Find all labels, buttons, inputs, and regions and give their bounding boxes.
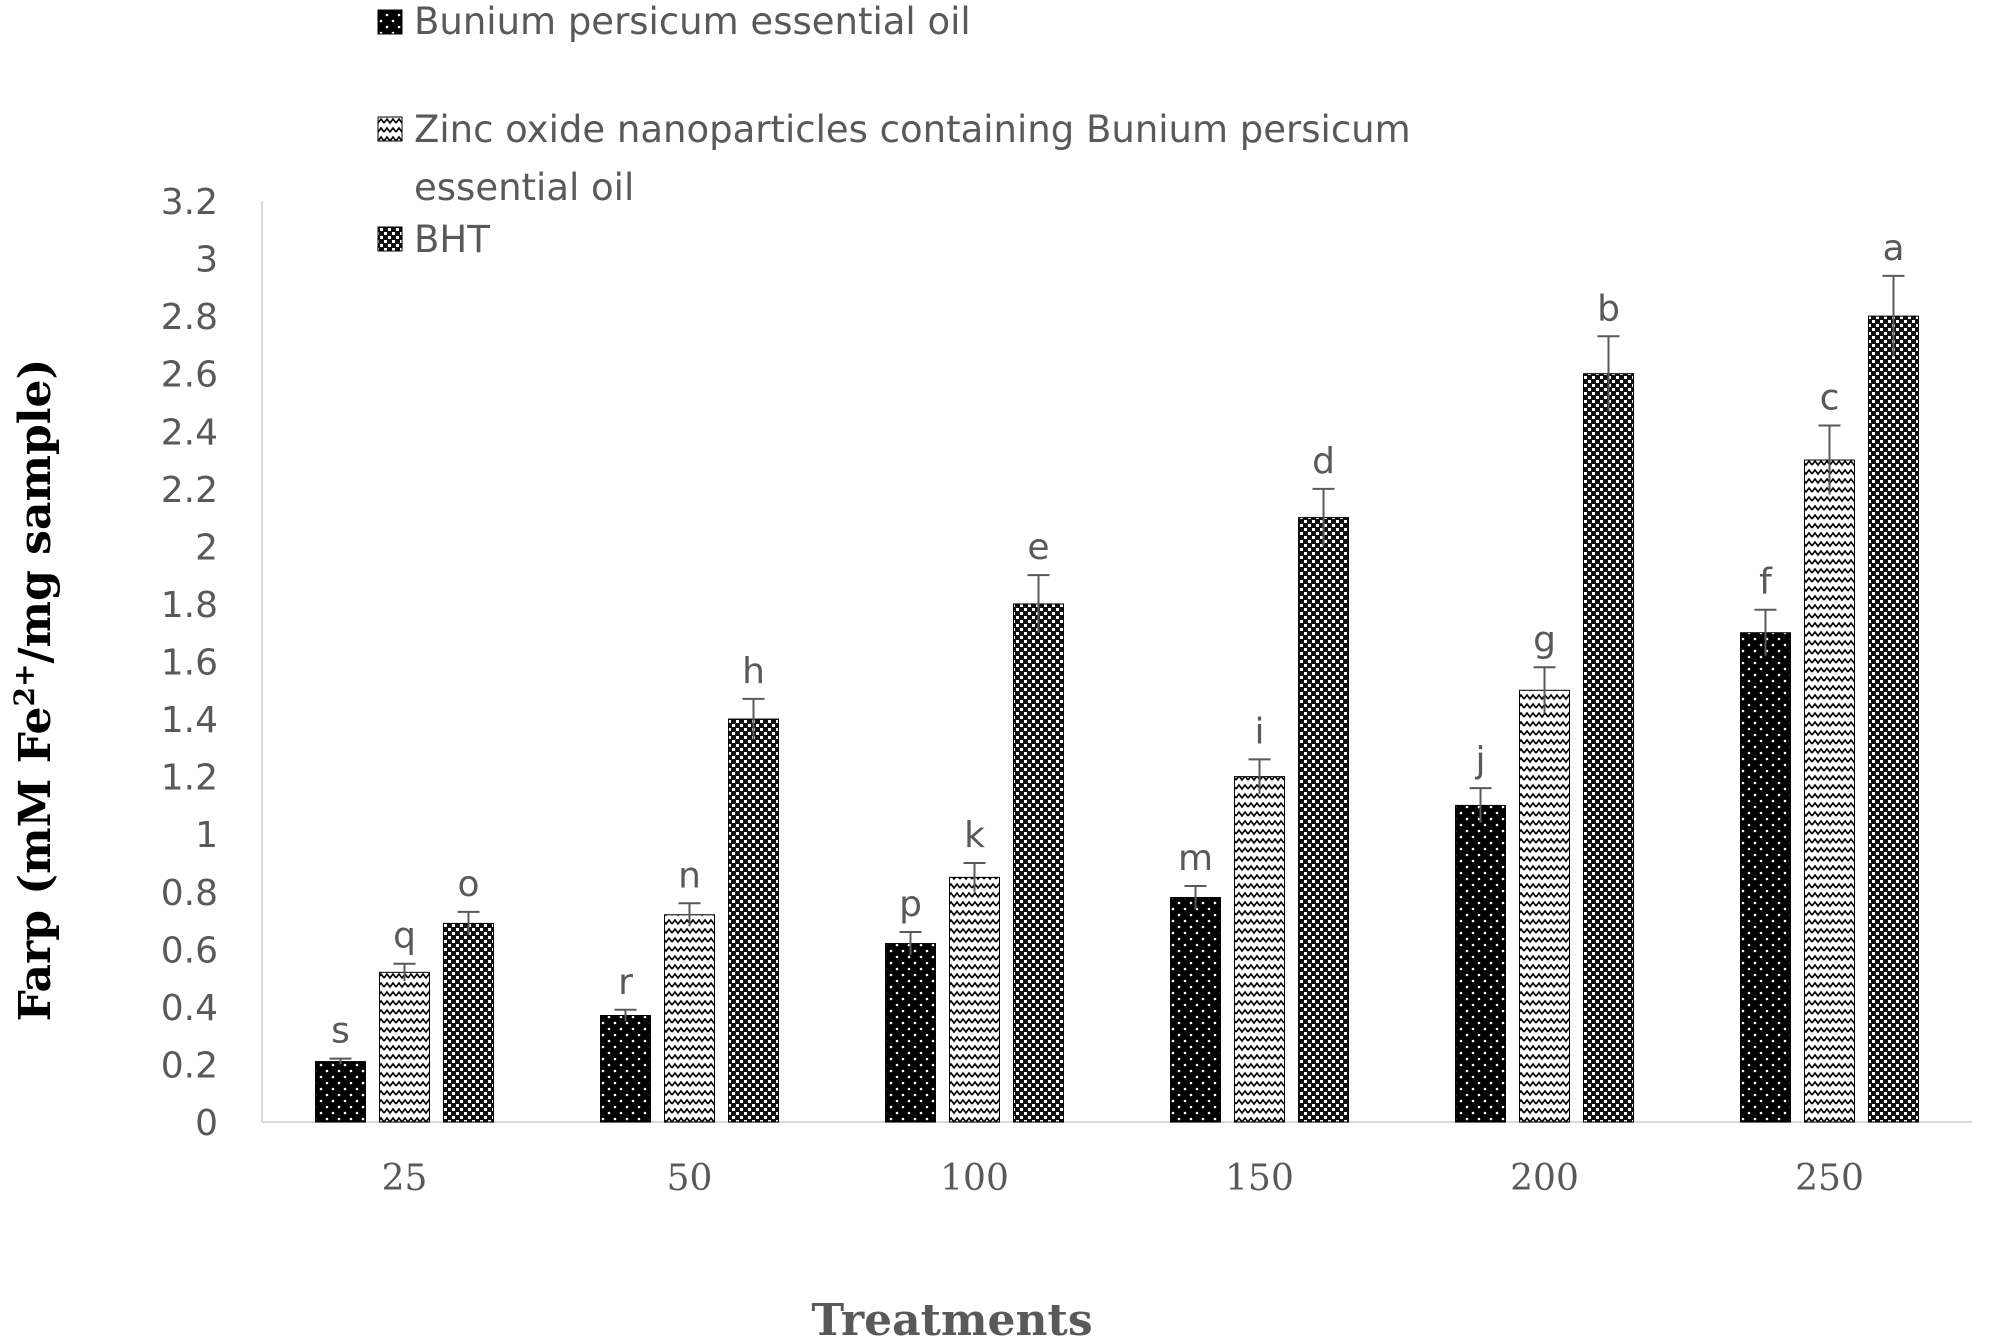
bar <box>600 1015 651 1123</box>
x-tick-label: 50 <box>667 1158 713 1199</box>
y-axis-title-sup: 2+ <box>8 664 41 707</box>
bar <box>1170 897 1221 1123</box>
significance-letter: s <box>331 1011 350 1052</box>
y-tick-label: 0.4 <box>161 988 218 1029</box>
bars: s r p m j f q n k i g c o h e d b a <box>315 228 1919 1123</box>
bar <box>1519 689 1570 1123</box>
y-axis-title: Farp (mM Fe2+/mg sample) <box>8 359 61 1022</box>
bar <box>885 943 936 1123</box>
y-axis-title-main: Farp (mM Fe <box>10 706 61 1021</box>
bar <box>1013 603 1064 1123</box>
significance-letter: c <box>1820 377 1840 418</box>
y-tick-label: 3 <box>195 240 218 281</box>
bar <box>1298 517 1349 1123</box>
bar <box>1868 315 1919 1123</box>
significance-letter: k <box>964 815 985 856</box>
y-tick-label: 1.6 <box>161 643 218 684</box>
y-axis-title-rest: /mg sample) <box>10 359 61 664</box>
significance-letter: a <box>1882 228 1904 269</box>
bar <box>1234 776 1285 1123</box>
y-tick-label: 3.2 <box>161 182 218 223</box>
legend-label: Bunium persicum essential oil <box>414 0 971 43</box>
significance-letter: g <box>1533 619 1556 660</box>
bar <box>443 922 494 1123</box>
y-tick-label: 2 <box>195 527 218 568</box>
y-tick-label: 1.4 <box>161 700 218 741</box>
significance-letter: f <box>1759 562 1773 603</box>
legend-swatch <box>377 9 403 35</box>
significance-letter: i <box>1254 711 1264 752</box>
y-tick-label: 2.6 <box>161 355 218 396</box>
significance-letter: m <box>1178 838 1213 879</box>
bar <box>728 718 779 1123</box>
significance-letter: q <box>393 916 416 957</box>
legend-label: Zinc oxide nanoparticles containing Buni… <box>414 108 1411 151</box>
x-axis: 25 50 100 150 200 250 <box>262 1121 1972 1199</box>
significance-letter: p <box>899 884 922 925</box>
bar <box>949 876 1000 1123</box>
significance-letter: h <box>742 651 765 692</box>
x-tick-label: 100 <box>940 1158 1009 1199</box>
significance-letter: b <box>1597 288 1620 329</box>
y-tick-label: 2.2 <box>161 470 218 511</box>
bar <box>1740 632 1791 1123</box>
y-tick-label: 1.2 <box>161 758 218 799</box>
significance-letter: e <box>1027 527 1049 568</box>
y-tick-label: 0 <box>195 1103 218 1144</box>
x-tick-label: 25 <box>382 1158 428 1199</box>
y-tick-label: 2.8 <box>161 297 218 338</box>
bar <box>1455 804 1506 1123</box>
x-axis-title: Treatments <box>811 1295 1092 1342</box>
y-axis: 0 0.2 0.4 0.6 0.8 1 1.2 1.4 1.6 1.8 2 2.2 2.4 2.6 2.8 3… <box>161 182 263 1144</box>
legend-swatch <box>377 226 403 252</box>
bar <box>1583 373 1634 1123</box>
bar <box>379 971 430 1123</box>
y-tick-label: 0.8 <box>161 873 218 914</box>
legend-label: essential oil <box>414 166 634 209</box>
y-tick-label: 1.8 <box>161 585 218 626</box>
legend-swatch <box>377 116 403 142</box>
significance-letter: n <box>678 855 701 896</box>
bar <box>664 914 715 1123</box>
y-tick-label: 0.2 <box>161 1045 218 1086</box>
y-tick-label: 1 <box>195 815 218 856</box>
significance-letter: j <box>1474 740 1485 781</box>
x-tick-label: 200 <box>1510 1158 1579 1199</box>
significance-letter: r <box>618 962 633 1003</box>
bar <box>1804 459 1855 1123</box>
legend-label: BHT <box>414 218 490 261</box>
legend: Bunium persicum essential oil Zinc oxide … <box>377 0 1411 261</box>
y-tick-label: 0.6 <box>161 930 218 971</box>
bar <box>315 1061 366 1123</box>
significance-letter: d <box>1312 441 1335 482</box>
x-tick-label: 150 <box>1225 1158 1294 1199</box>
significance-letter: o <box>457 864 479 905</box>
y-tick-label: 2.4 <box>161 412 218 453</box>
x-tick-label: 250 <box>1795 1158 1864 1199</box>
